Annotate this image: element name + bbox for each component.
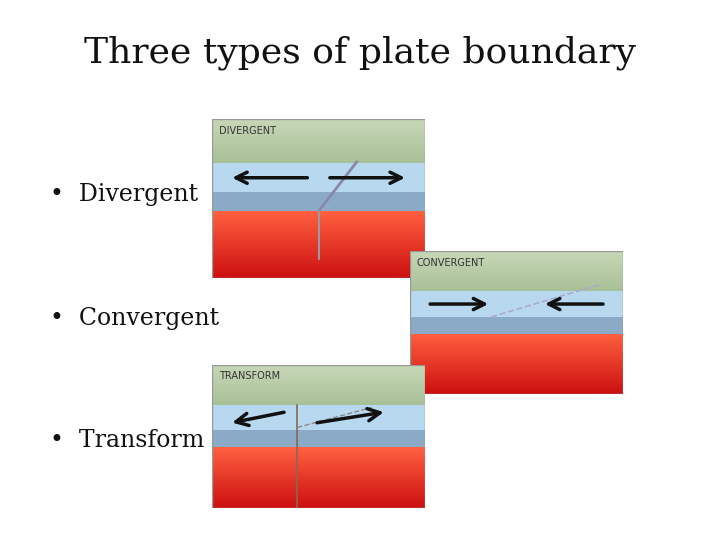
Polygon shape <box>491 291 623 317</box>
Bar <box>212 164 425 192</box>
Text: •  Divergent: • Divergent <box>50 183 199 206</box>
Bar <box>410 291 623 317</box>
Bar <box>212 430 425 448</box>
Polygon shape <box>495 317 623 334</box>
Bar <box>410 317 623 334</box>
Text: •  Convergent: • Convergent <box>50 307 220 330</box>
Text: CONVERGENT: CONVERGENT <box>417 258 485 267</box>
Bar <box>212 192 425 211</box>
Text: •  Transform: • Transform <box>50 429 204 451</box>
Text: Three types of plate boundary: Three types of plate boundary <box>84 35 636 70</box>
Bar <box>212 404 425 430</box>
Text: TRANSFORM: TRANSFORM <box>219 371 280 381</box>
Text: DIVERGENT: DIVERGENT <box>219 126 276 136</box>
